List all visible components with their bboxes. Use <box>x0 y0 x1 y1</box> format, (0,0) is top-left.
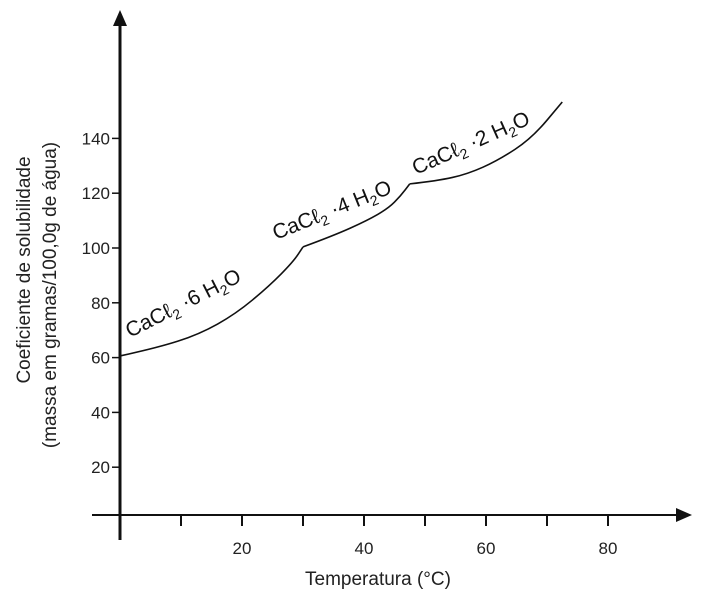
solubility-curve-segment <box>409 101 563 185</box>
curve-label-part: ·2 H <box>460 117 511 157</box>
curve-label-part: ·4 H <box>322 185 373 223</box>
y-axis-label-line2: (massa em gramas/100,0g de água) <box>40 142 61 448</box>
curve-label: CaCℓ2 ·6 H2O <box>122 265 246 345</box>
x-axis-label: Temperatura (°C) <box>305 569 451 590</box>
y-tick-label: 80 <box>91 294 110 313</box>
y-tick-label: 40 <box>91 403 110 422</box>
curve-label-part: O <box>371 176 395 203</box>
curve-label-part: ·6 H <box>172 276 223 317</box>
y-tick-label: 100 <box>82 239 110 258</box>
x-tick-label: 20 <box>233 539 252 558</box>
y-axis-label-line1: Coeficiente de solubilidade <box>14 156 35 383</box>
y-tick-label: 20 <box>91 458 110 477</box>
x-axis-arrow <box>676 508 692 522</box>
solubility-curve-segment <box>119 246 304 357</box>
y-tick-label: 60 <box>91 349 110 368</box>
y-tick-label: 120 <box>82 184 110 203</box>
x-tick-label: 80 <box>599 539 618 558</box>
y-tick-label: 140 <box>82 129 110 148</box>
curve-label-part: CaCℓ <box>269 205 323 245</box>
curve-label: CaCℓ2 ·4 H2O <box>269 176 396 247</box>
axes: 20 40 60 80 100 120 140 20 40 60 80 <box>82 10 692 558</box>
solubility-curve-segment <box>302 183 411 248</box>
x-tick-label: 40 <box>355 539 374 558</box>
curve-label-part: CaCℓ <box>122 300 176 343</box>
y-axis-arrow <box>113 10 127 26</box>
x-tick-label: 60 <box>477 539 496 558</box>
curve-label-part: CaCℓ <box>409 139 463 180</box>
